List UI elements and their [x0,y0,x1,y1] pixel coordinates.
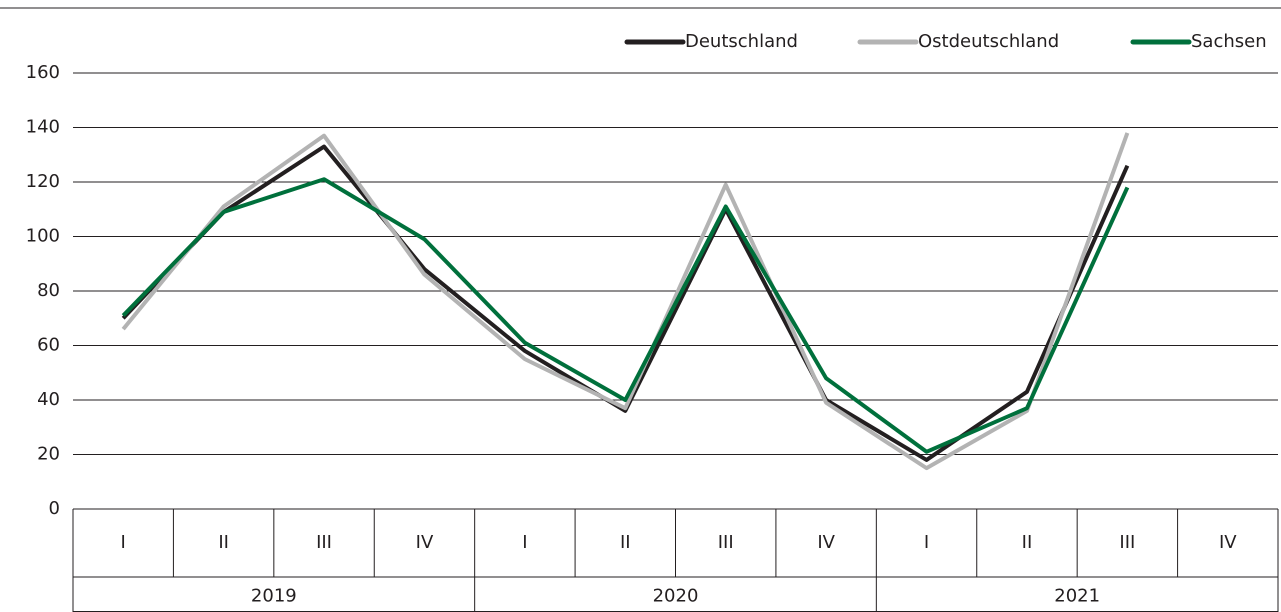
y-tick-label: 0 [49,498,60,519]
y-tick-label: 20 [37,444,60,465]
y-tick-label: 100 [26,226,60,247]
y-tick-label: 120 [26,171,60,192]
x-tick-label: II [218,532,229,553]
x-tick-label: IV [1219,532,1237,553]
series-line [121,132,1130,471]
x-tick-label: IV [817,532,835,553]
x-tick-label: II [1022,532,1033,553]
group-label: 2020 [653,585,699,606]
x-tick-label: I [924,532,929,553]
y-tick-label: 80 [37,280,60,301]
x-tick-label: II [620,532,631,553]
series-line [121,177,1130,454]
x-tick-label: III [316,532,332,553]
y-tick-label: 160 [26,62,60,83]
x-tick-label: I [522,532,527,553]
group-label: 2019 [251,585,297,606]
legend-label: Ostdeutschland [918,31,1059,52]
group-label: 2021 [1054,585,1100,606]
x-tick-label: I [121,532,126,553]
x-tick-label: III [718,532,734,553]
y-tick-label: 40 [37,389,60,410]
y-tick-label: 140 [26,117,60,138]
legend-label: Sachsen [1191,31,1267,52]
x-tick-label: IV [416,532,434,553]
x-tick-label: III [1119,532,1135,553]
y-tick-label: 60 [37,335,60,356]
legend-label: Deutschland [685,31,798,52]
